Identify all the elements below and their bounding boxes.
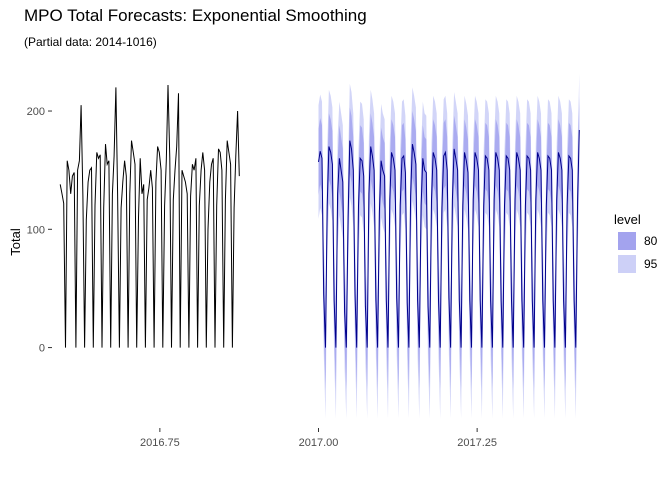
x-tick-label: 2017.25 — [457, 437, 497, 449]
y-axis: 0 100 200 — [27, 106, 52, 355]
y-tick-label: 100 — [27, 224, 45, 236]
x-tick-label: 2016.75 — [140, 437, 180, 449]
history-line — [59, 84, 240, 348]
y-tick-label: 0 — [39, 343, 45, 355]
y-axis-title: Total — [8, 228, 23, 256]
chart-title: MPO Total Forecasts: Exponential Smoothi… — [24, 6, 367, 25]
legend-swatch-80 — [618, 232, 636, 250]
chart-subtitle: (Partial data: 2014-1016) — [24, 35, 157, 49]
x-axis: 2016.75 2017.00 2017.25 — [140, 428, 497, 449]
legend-label-80: 80 — [644, 234, 658, 248]
pi80-band — [318, 96, 580, 390]
y-tick-label: 200 — [27, 106, 45, 118]
x-tick-label: 2017.00 — [299, 437, 339, 449]
legend-label-95: 95 — [644, 257, 658, 271]
forecast-line — [318, 129, 580, 348]
prediction-interval-bands — [318, 73, 580, 419]
series-lines — [59, 84, 580, 348]
legend-title: level — [614, 212, 641, 227]
legend-swatch-95 — [618, 255, 636, 273]
